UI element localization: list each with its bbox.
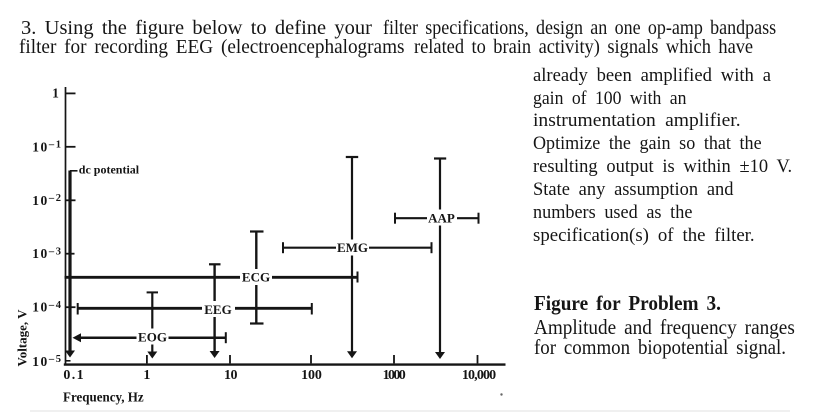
svg-text:EMG: EMG — [337, 240, 368, 255]
svg-text:dc potential: dc potential — [79, 163, 140, 177]
svg-text:10–4: 10–4 — [32, 300, 62, 315]
svg-text:1: 1 — [143, 368, 150, 383]
svg-text:EEG: EEG — [204, 302, 231, 317]
svg-text:10: 10 — [224, 368, 238, 383]
svg-text:AAP: AAP — [428, 210, 455, 225]
svg-text:1000: 1000 — [383, 368, 406, 383]
svg-text:Frequency, Hz: Frequency, Hz — [63, 391, 144, 406]
svg-text:10,000: 10,000 — [462, 368, 496, 383]
svg-text:100: 100 — [301, 368, 322, 383]
svg-text:10–3: 10–3 — [32, 246, 62, 261]
svg-text:ECG: ECG — [242, 270, 270, 285]
svg-text:Voltage, V: Voltage, V — [15, 309, 30, 367]
svg-text:10–1: 10–1 — [32, 139, 62, 154]
svg-text:10–2: 10–2 — [32, 193, 62, 208]
svg-text:10–5: 10–5 — [32, 354, 62, 369]
svg-text:1: 1 — [52, 86, 60, 101]
svg-text:EOG: EOG — [138, 330, 167, 345]
svg-text:0.1: 0.1 — [63, 368, 83, 383]
